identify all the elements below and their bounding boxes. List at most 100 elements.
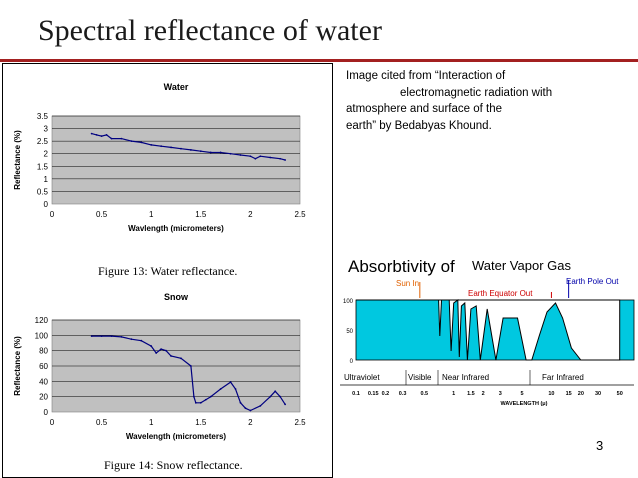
water-figure-caption: Figure 13: Water reflectance. (98, 264, 238, 278)
data-point (95, 133, 98, 136)
series-line (91, 133, 286, 161)
data-point (105, 133, 108, 136)
y-tick-label: 0.5 (37, 187, 49, 196)
x-tick-label: 0.5 (420, 391, 428, 397)
y-tick-label: 0 (44, 200, 49, 209)
data-point (244, 407, 247, 410)
data-point (259, 404, 262, 407)
x-tick-label: 0.2 (382, 391, 390, 397)
data-point (130, 140, 133, 143)
image-citation: Image cited from “Interaction of electro… (346, 68, 586, 134)
x-tick-label: 2 (248, 418, 253, 427)
data-point (140, 141, 143, 144)
data-point (269, 156, 272, 159)
data-point (279, 395, 282, 398)
x-tick-label: 0.1 (352, 391, 360, 397)
data-point (160, 348, 163, 351)
data-point (234, 388, 237, 390)
data-point (120, 137, 123, 140)
x-tick-label: 10 (548, 391, 554, 397)
x-tick-label: 1 (452, 391, 455, 397)
data-point (209, 395, 212, 398)
y-axis-label: Reflectance (%) (13, 130, 22, 190)
y-tick-label: 50 (346, 329, 353, 335)
annotation-label: Earth Pole Out (566, 277, 619, 286)
x-tick-label: 0.3 (399, 391, 407, 397)
slide-title: Spectral reflectance of water (38, 14, 382, 47)
x-tick-label: 1.5 (467, 391, 475, 397)
citation-line-4: earth” by Bedabyas Khound. (346, 119, 492, 132)
y-tick-label: 60 (39, 362, 48, 371)
data-point (229, 381, 232, 383)
x-tick-label: 30 (595, 391, 601, 397)
y-tick-label: 80 (39, 347, 48, 356)
data-point (239, 154, 242, 156)
data-point (170, 146, 172, 149)
x-tick-label: 2.5 (294, 418, 306, 427)
y-tick-label: 20 (39, 393, 48, 402)
data-point (150, 144, 153, 146)
chart-title: Absorbtivity of (348, 257, 455, 276)
data-point (90, 335, 93, 337)
data-point (189, 365, 192, 367)
data-point (259, 155, 262, 158)
x-tick-label: 0.5 (96, 418, 108, 427)
chart-subtitle: Water Vapor Gas (472, 258, 571, 273)
data-point (194, 401, 197, 404)
data-point (90, 132, 93, 135)
y-tick-label: 100 (35, 331, 49, 340)
x-tick-label: 0.5 (96, 210, 108, 219)
x-tick-label: 1 (149, 210, 154, 219)
y-tick-label: 120 (35, 316, 49, 325)
plot-frame (355, 299, 635, 361)
data-point (130, 338, 133, 341)
data-point (165, 349, 167, 352)
data-point (219, 388, 222, 390)
data-point (219, 151, 222, 154)
data-point (209, 151, 212, 154)
y-tick-label: 1 (44, 175, 49, 184)
y-tick-label: 100 (343, 299, 354, 305)
data-point (204, 398, 207, 401)
x-tick-label: 1.5 (195, 418, 207, 427)
citation-line-2: electromagnetic radiation with (400, 86, 553, 99)
data-point (160, 145, 163, 148)
data-point (254, 157, 257, 160)
band-label: Ultraviolet (344, 373, 380, 382)
y-tick-label: 3 (44, 125, 49, 134)
snow-figure-caption: Figure 14: Snow reflectance. (104, 458, 243, 472)
x-tick-label: 0.15 (368, 391, 379, 397)
data-point (140, 339, 143, 342)
x-tick-label: 2 (482, 391, 485, 397)
snow-reflectance-chart: Snow 0 20 40 60 80 100 120 0 0.5 1 1.5 2 2.5 Wavelengt… (13, 292, 306, 441)
y-axis-label: Reflectance (%) (13, 336, 22, 396)
data-point (120, 335, 123, 338)
data-point (150, 345, 153, 347)
data-point (269, 395, 272, 398)
x-axis-label: WAVELENGTH (μ) (501, 401, 548, 407)
x-tick-label: 0 (50, 210, 55, 219)
x-tick-label: 2.5 (294, 210, 306, 219)
data-point (199, 150, 202, 153)
data-point (180, 147, 182, 150)
x-tick-label: 1.5 (195, 210, 207, 219)
citation-line-1: Image cited from “Interaction of (346, 70, 506, 82)
plot-area (51, 115, 301, 205)
water-reflectance-chart: Water 0 0.5 1 1.5 2 2.5 3 3.5 0 0.5 1 1.5 2 2.5 Wavleng… (13, 82, 306, 233)
data-point (100, 335, 103, 337)
data-point (199, 401, 202, 404)
data-point (110, 335, 113, 337)
chart-title: Water (164, 82, 189, 92)
data-point (284, 159, 287, 161)
y-tick-label: 40 (39, 377, 48, 386)
band-label: Near Infrared (442, 373, 489, 382)
data-point (110, 137, 113, 140)
x-tick-label: 0 (50, 418, 55, 427)
data-point (284, 403, 287, 406)
water-vapor-absorptivity-chart: Absorbtivity of Water Vapor Gas 0 50 100 Sun … (334, 242, 636, 408)
band-label: Visible (408, 373, 432, 382)
x-axis-label: Wavelength (micrometers) (126, 432, 227, 441)
slide-number: 3 (596, 438, 604, 453)
y-tick-label: 0 (350, 359, 354, 365)
citation-line-3: atmosphere and surface of the (346, 103, 502, 115)
